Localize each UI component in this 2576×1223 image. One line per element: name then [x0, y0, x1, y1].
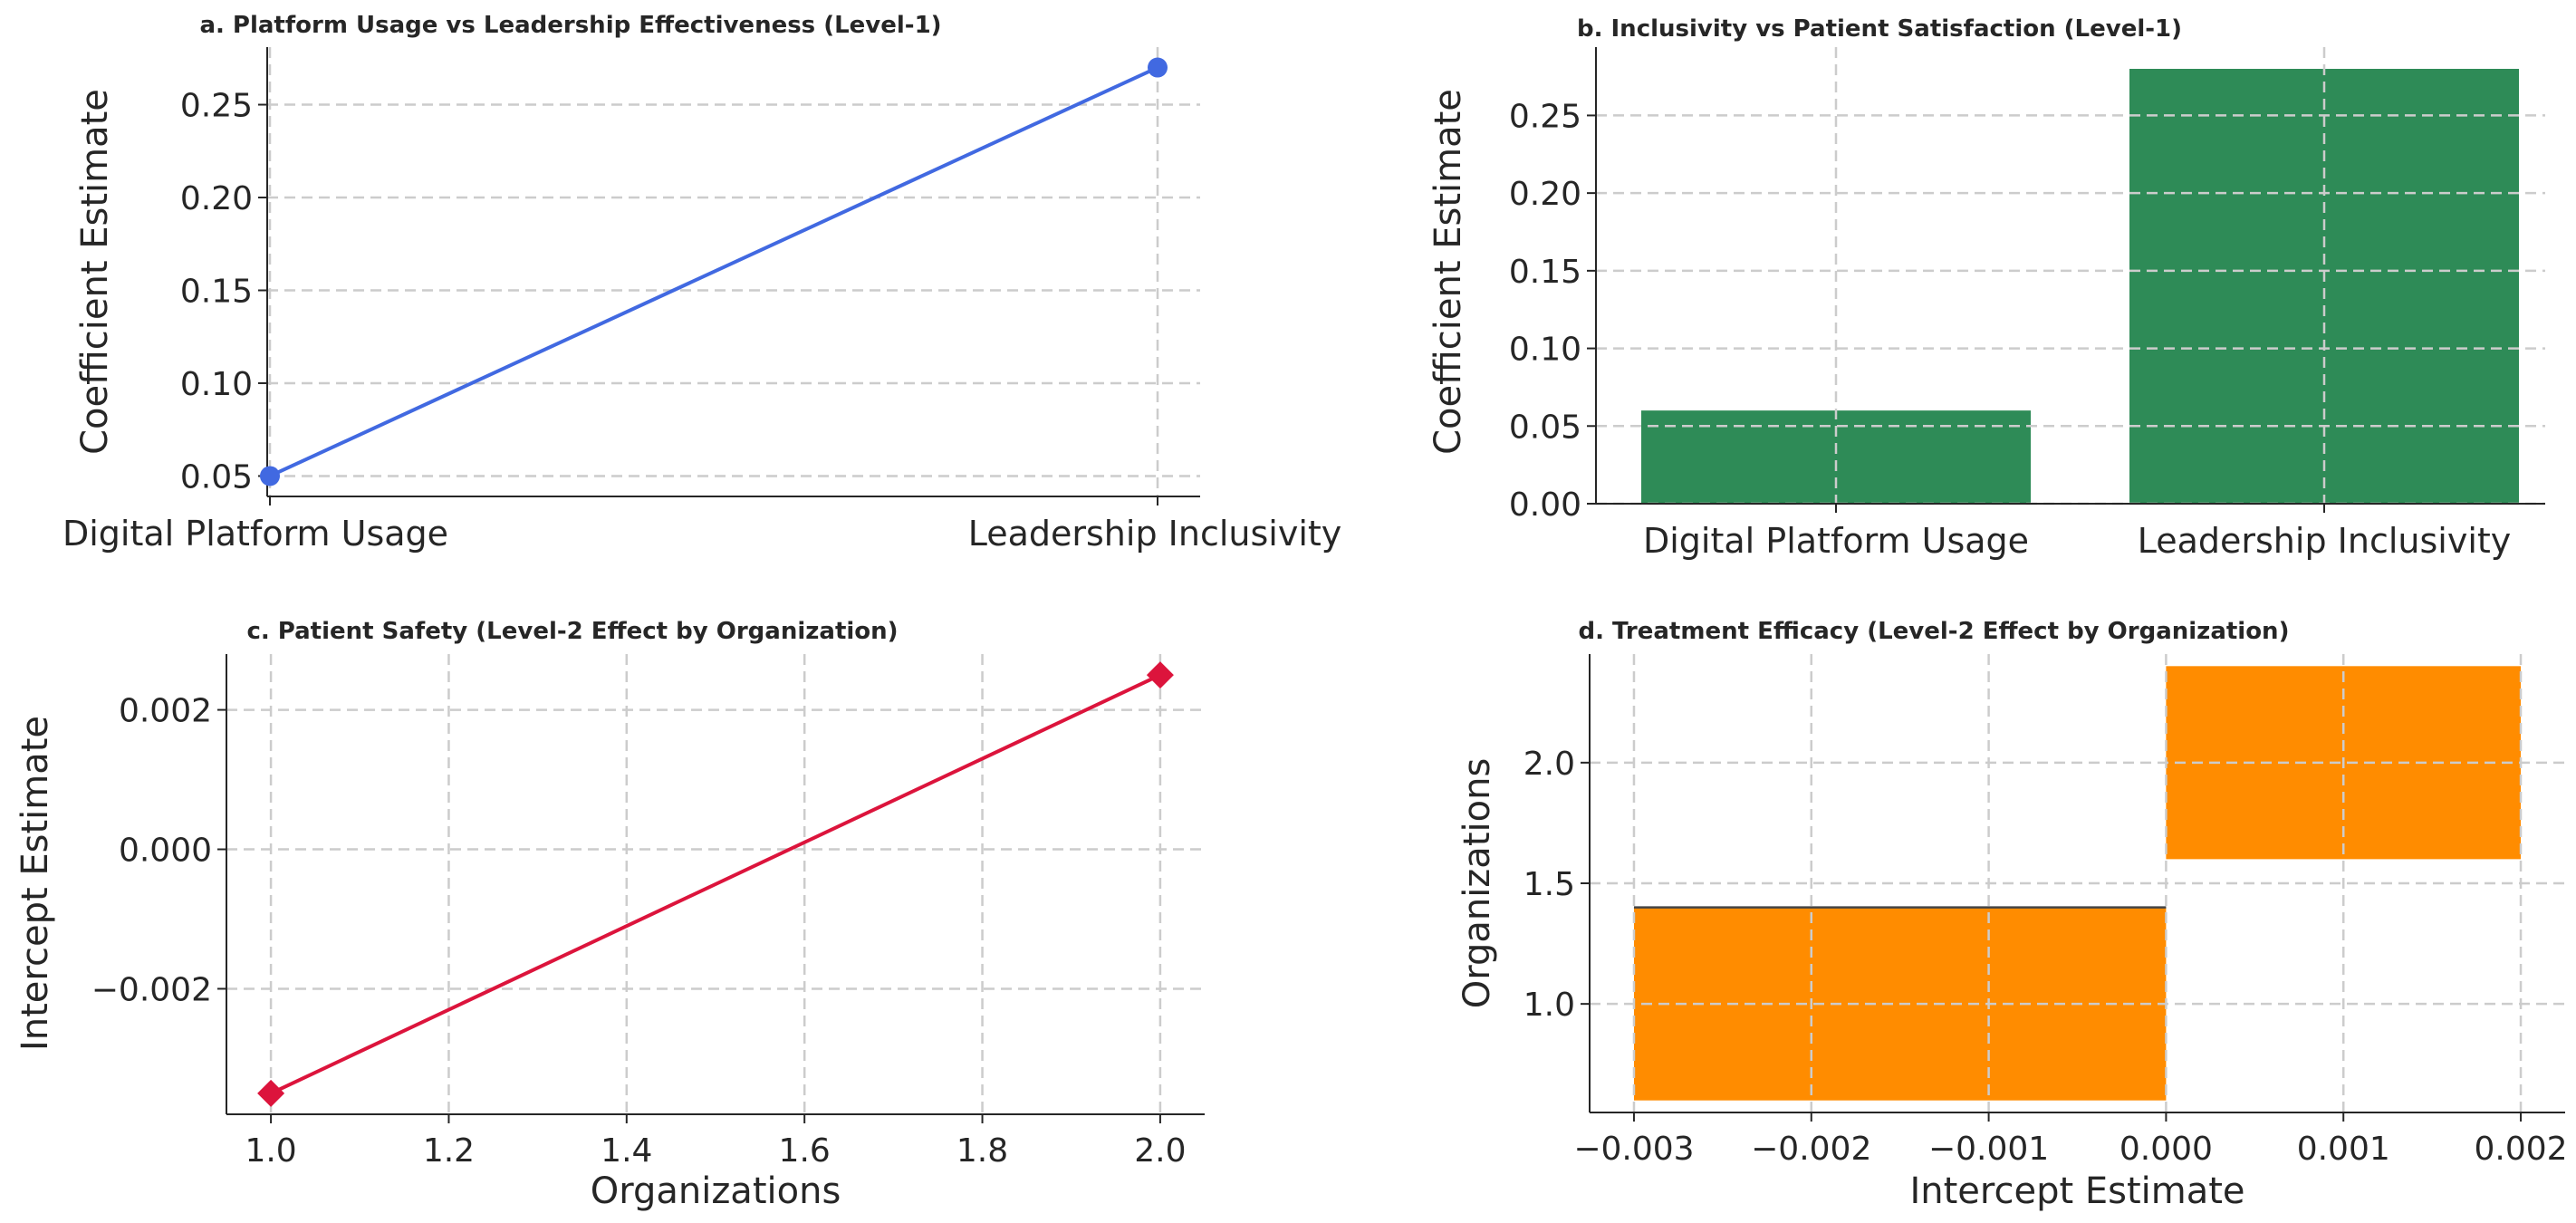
x-tick-1-label: Leadership Inclusivity [968, 514, 1342, 554]
y-tick-2-label: 0.002 [119, 693, 212, 730]
data-point-1 [1146, 661, 1174, 689]
y-axis-label: Organizations [1456, 758, 1498, 1009]
y-tick-4-label: 0.25 [180, 88, 253, 125]
y-axis-label: Coefficient Estimate [74, 89, 116, 455]
panel-a-title: a. Platform Usage vs Leadership Effectiv… [199, 12, 941, 39]
data-point-1 [1148, 57, 1168, 78]
data-point-0 [257, 1079, 285, 1107]
panel-a-platform-usage: a. Platform Usage vs Leadership Effectiv… [62, 12, 1341, 554]
x-tick-1-label: Leadership Inclusivity [2138, 521, 2512, 561]
panel-d-title: d. Treatment Efficacy (Level-2 Effect by… [1579, 618, 2290, 645]
x-tick-2-label: 1.4 [601, 1132, 652, 1170]
y-tick-1-label: 0.000 [119, 833, 212, 870]
x-tick-1-label: 1.2 [423, 1132, 475, 1170]
y-tick-0-label: 1.0 [1523, 987, 1575, 1024]
y-axis-label: Coefficient Estimate [1427, 89, 1469, 455]
y-tick-3-label: 0.15 [1509, 254, 1581, 291]
y-tick-0-label: 0.05 [180, 458, 253, 496]
y-tick-2-label: 2.0 [1523, 746, 1575, 783]
y-tick-1-label: 0.05 [1509, 409, 1581, 446]
panel-b-title: b. Inclusivity vs Patient Satisfaction (… [1577, 15, 2182, 43]
y-tick-0-label: 0.00 [1509, 486, 1581, 524]
x-tick-0-label: −0.003 [1573, 1131, 1694, 1168]
y-tick-0-label: −0.002 [91, 971, 212, 1008]
y-tick-2-label: 0.15 [180, 273, 253, 310]
x-tick-3-label: 1.6 [779, 1132, 831, 1170]
y-tick-3-label: 0.20 [180, 180, 253, 217]
y-tick-1-label: 0.10 [180, 366, 253, 403]
x-tick-5-label: 0.002 [2475, 1131, 2568, 1168]
x-tick-5-label: 2.0 [1134, 1132, 1186, 1170]
series-line [270, 673, 1161, 1095]
data-point-0 [260, 466, 280, 486]
x-axis-label: Intercept Estimate [1909, 1170, 2244, 1212]
x-tick-3-label: 0.000 [2119, 1131, 2213, 1168]
panel-c-title: c. Patient Safety (Level-2 Effect by Org… [246, 618, 898, 645]
x-tick-0-label: 1.0 [245, 1132, 296, 1170]
y-axis-label: Intercept Estimate [14, 716, 56, 1051]
panel-b-inclusivity: b. Inclusivity vs Patient Satisfaction (… [1427, 15, 2545, 561]
y-tick-2-label: 0.10 [1509, 332, 1581, 369]
x-tick-4-label: 0.001 [2297, 1131, 2390, 1168]
y-tick-5-label: 0.25 [1509, 98, 1581, 135]
x-tick-0-label: Digital Platform Usage [1643, 521, 2029, 561]
x-tick-4-label: 1.8 [956, 1132, 1008, 1170]
panel-c-patient-safety: c. Patient Safety (Level-2 Effect by Org… [14, 618, 1205, 1212]
x-tick-0-label: Digital Platform Usage [62, 514, 448, 554]
x-axis-label: Organizations [591, 1170, 841, 1212]
panel-d-treatment-efficacy: d. Treatment Efficacy (Level-2 Effect by… [1456, 618, 2568, 1212]
bar-0 [1641, 410, 2031, 504]
y-tick-1-label: 1.5 [1523, 866, 1575, 903]
x-tick-2-label: −0.001 [1928, 1131, 2049, 1168]
x-tick-1-label: −0.002 [1751, 1131, 1871, 1168]
y-tick-4-label: 0.20 [1509, 176, 1581, 213]
series-line [269, 65, 1158, 478]
